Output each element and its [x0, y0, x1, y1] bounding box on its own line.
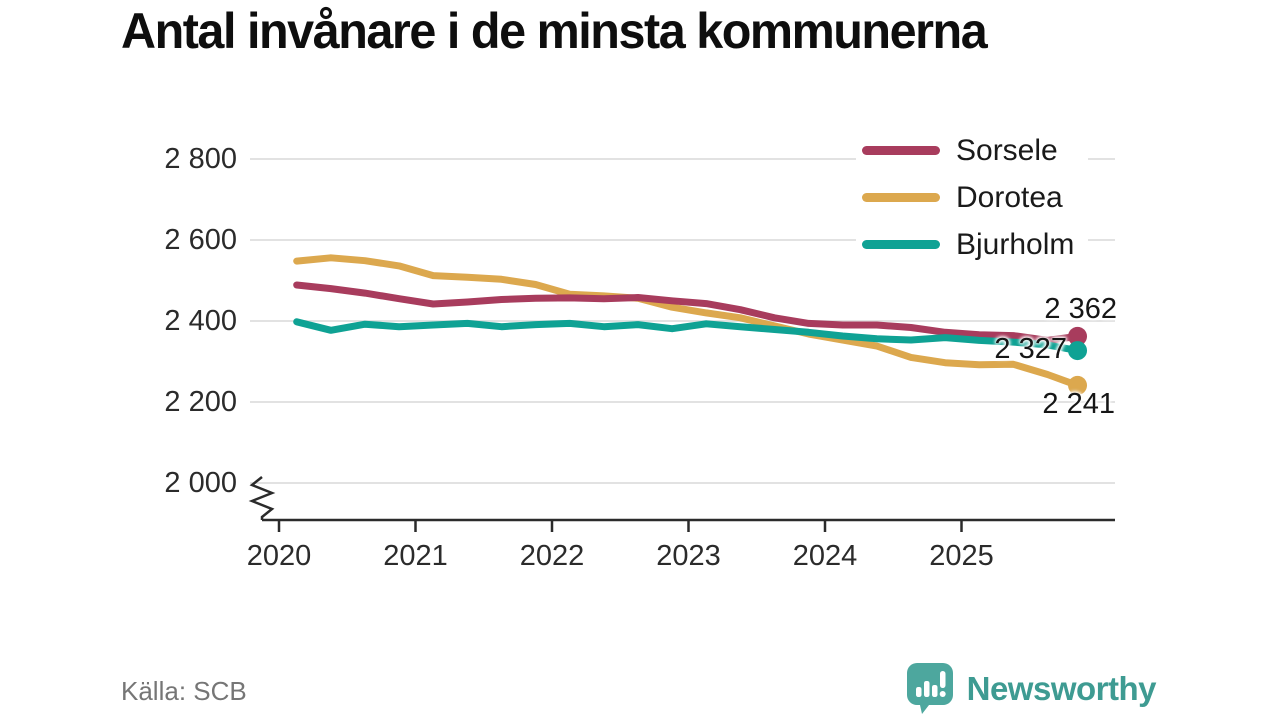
end-dot-sorsele — [1068, 326, 1088, 346]
legend-label-bjurholm: Bjurholm — [956, 227, 1075, 261]
x-axis-label: 2023 — [656, 540, 721, 572]
legend-label-sorsele: Sorsele — [956, 133, 1058, 167]
end-value-label-dorotea: 2 241 — [1042, 388, 1115, 420]
series-line-dorotea — [293, 254, 1081, 389]
newsworthy-brand: Newsworthy — [906, 662, 1157, 715]
x-axis-label: 2025 — [929, 540, 994, 572]
x-axis-label: 2020 — [246, 540, 312, 572]
logo-bar-1 — [915, 687, 922, 697]
end-value-label-sorsele: 2 362 — [1044, 293, 1117, 325]
y-axis-break-icon — [248, 476, 276, 520]
logo-exclamation-dot — [939, 691, 946, 697]
logo-bar-2 — [923, 681, 930, 697]
y-axis-label: 2 600 — [164, 224, 237, 256]
x-axis-label: 2022 — [519, 540, 585, 572]
x-axis-label: 2021 — [383, 540, 448, 572]
series-line-sorsele — [293, 281, 1081, 344]
end-dot-bjurholm — [1068, 341, 1088, 361]
legend-swatch-sorsele — [862, 146, 940, 155]
source-note: Källa: SCB — [121, 676, 247, 706]
y-axis-label: 2 200 — [164, 386, 237, 418]
end-dot-dorotea — [1068, 375, 1088, 395]
legend-swatch-dorotea — [862, 193, 940, 202]
logo-exclamation-bar — [939, 671, 946, 688]
legend-item-sorsele: Sorsele — [862, 127, 1074, 174]
legend-label-dorotea: Dorotea — [956, 180, 1063, 214]
y-axis-label: 2 000 — [164, 467, 237, 499]
chart-title: Antal invånare i de minsta kommunerna — [121, 3, 988, 59]
logo-bar-3 — [931, 685, 938, 697]
y-axis-label: 2 400 — [164, 305, 237, 337]
x-axis-label: 2024 — [792, 540, 858, 572]
legend-item-dorotea: Dorotea — [862, 174, 1074, 221]
y-axis-label: 2 800 — [164, 143, 237, 175]
newsworthy-wordmark: Newsworthy — [966, 669, 1157, 707]
end-value-label-bjurholm: 2 327 — [994, 333, 1067, 365]
newsworthy-logo-icon — [906, 663, 953, 714]
series-line-bjurholm — [293, 318, 1081, 355]
legend-swatch-bjurholm — [862, 240, 940, 249]
chart-legend: Sorsele Dorotea Bjurholm — [856, 127, 1089, 268]
legend-item-bjurholm: Bjurholm — [862, 221, 1074, 268]
